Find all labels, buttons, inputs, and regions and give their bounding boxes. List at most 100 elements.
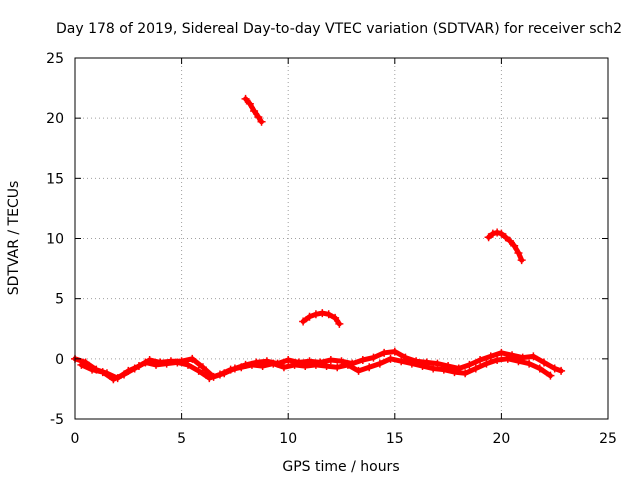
data-point	[162, 359, 171, 368]
data-point	[269, 359, 278, 368]
data-point	[257, 117, 266, 126]
x-tick-label: 20	[492, 431, 510, 447]
data-point	[311, 310, 320, 319]
data-point	[540, 358, 549, 367]
data-point	[152, 360, 161, 369]
x-tick-label: 25	[599, 431, 617, 447]
data-point	[358, 356, 367, 365]
x-tick-label: 5	[177, 431, 186, 447]
data-point	[120, 370, 129, 379]
data-point	[194, 366, 203, 375]
data-point	[299, 317, 308, 326]
data-point	[390, 347, 399, 356]
data-point	[237, 363, 246, 372]
data-point	[258, 362, 267, 371]
data-point	[493, 356, 502, 365]
data-point	[335, 319, 344, 328]
x-tick-label: 10	[279, 431, 297, 447]
data-point	[525, 359, 534, 368]
data-point	[331, 313, 340, 322]
data-point	[109, 375, 118, 384]
data-point	[493, 228, 502, 237]
data-point	[486, 352, 495, 361]
data-point	[375, 359, 384, 368]
y-axis-label: SDTVAR / TECUs	[6, 181, 22, 296]
y-tick-label: 15	[46, 171, 64, 187]
data-point	[245, 99, 254, 108]
data-point	[461, 369, 470, 378]
data-point	[380, 348, 389, 357]
series-group	[241, 94, 266, 126]
data-point	[215, 370, 224, 379]
data-point	[241, 94, 250, 103]
data-series	[71, 94, 566, 384]
data-point	[301, 362, 310, 371]
data-point	[318, 309, 327, 318]
data-point	[343, 360, 352, 369]
data-point	[324, 310, 333, 319]
y-tick-label: 25	[46, 51, 64, 67]
data-point	[535, 364, 544, 373]
y-tick-label: 20	[46, 111, 64, 127]
axis-ticks: 0 5 10 15 20 25 -5 0 5 10 15 20 25	[46, 51, 617, 447]
data-point	[141, 358, 150, 367]
data-point	[226, 365, 235, 374]
data-point	[497, 348, 506, 357]
data-point	[501, 233, 510, 242]
data-point	[497, 229, 506, 238]
y-tick-label: 10	[46, 232, 64, 248]
data-point	[546, 371, 555, 380]
data-point	[322, 362, 331, 371]
data-point	[354, 366, 363, 375]
data-point	[290, 360, 299, 369]
data-point	[284, 356, 293, 365]
data-point	[550, 364, 559, 373]
data-point	[198, 363, 207, 372]
data-point	[418, 362, 427, 371]
data-point	[529, 352, 538, 361]
data-point	[465, 360, 474, 369]
data-point	[130, 364, 139, 373]
data-point	[517, 256, 526, 265]
data-point	[88, 365, 97, 374]
x-tick-label: 15	[386, 431, 404, 447]
data-point	[407, 359, 416, 368]
data-point	[439, 365, 448, 374]
data-point	[305, 312, 314, 321]
data-point	[386, 354, 395, 363]
data-point	[183, 360, 192, 369]
x-axis-label: GPS time / hours	[282, 459, 399, 475]
data-point	[188, 354, 197, 363]
data-point	[365, 363, 374, 372]
y-tick-label: 0	[55, 352, 64, 368]
data-point	[311, 360, 320, 369]
chart-title: Day 178 of 2019, Sidereal Day-to-day VTE…	[56, 21, 622, 37]
y-tick-label: -5	[50, 412, 64, 428]
data-point	[488, 229, 497, 238]
data-point	[514, 248, 523, 257]
data-point	[510, 241, 519, 250]
data-point	[429, 364, 438, 373]
data-point	[326, 356, 335, 365]
data-point	[254, 112, 263, 121]
data-point	[173, 358, 182, 367]
data-point	[505, 236, 514, 245]
data-point	[503, 354, 512, 363]
data-point	[369, 353, 378, 362]
data-point	[279, 363, 288, 372]
data-point	[397, 357, 406, 366]
data-point	[250, 106, 259, 115]
data-point	[98, 368, 107, 377]
data-point	[482, 359, 491, 368]
y-tick-label: 5	[55, 292, 64, 308]
series-group	[484, 228, 526, 265]
data-point	[77, 360, 86, 369]
x-tick-label: 0	[71, 431, 80, 447]
data-point	[333, 363, 342, 372]
data-point	[450, 368, 459, 377]
data-point	[514, 357, 523, 366]
data-point	[557, 366, 566, 375]
data-point	[247, 360, 256, 369]
series-group	[299, 309, 344, 328]
